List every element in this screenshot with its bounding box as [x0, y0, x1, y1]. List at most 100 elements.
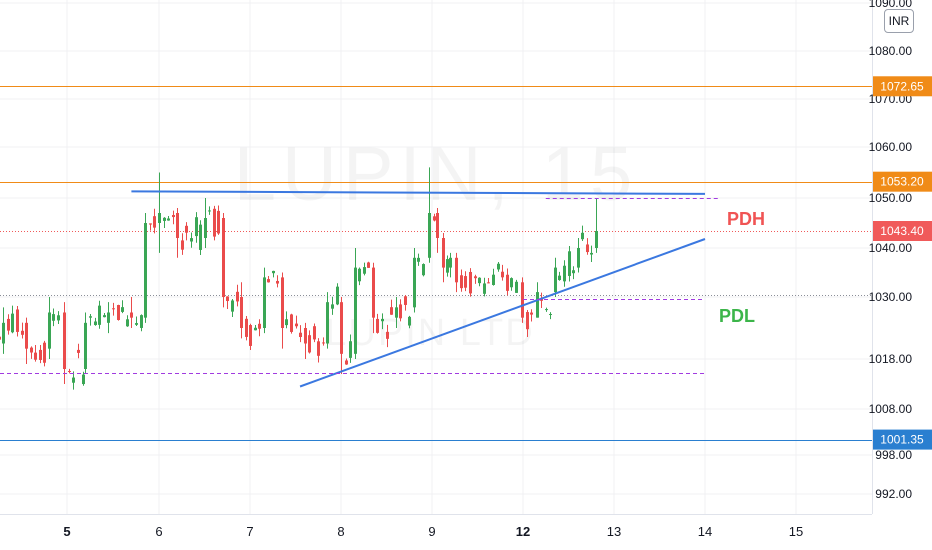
candle-up — [417, 257, 420, 262]
price-tag-label: 1043.40 — [880, 224, 924, 238]
candle-down — [308, 335, 311, 353]
candle-down — [501, 271, 504, 278]
candle-up — [449, 257, 452, 268]
time-tick-label: 9 — [428, 524, 435, 539]
candle-down — [436, 213, 439, 238]
candle-up — [89, 316, 92, 318]
candle-down — [322, 342, 325, 344]
candle-up — [190, 238, 193, 242]
candle-down — [433, 216, 436, 221]
price-tick-label: 992.00 — [875, 487, 912, 501]
time-tick-label: 7 — [246, 524, 253, 539]
price-tag-label: 1072.65 — [880, 79, 924, 93]
candle-up — [167, 218, 170, 221]
candle-up — [446, 259, 449, 273]
candle-down — [258, 323, 261, 329]
candle-up — [199, 224, 202, 250]
candle-down — [25, 322, 28, 349]
candle-up — [140, 315, 143, 328]
price-tag — [873, 429, 932, 450]
candle-up — [492, 274, 495, 285]
candle-down — [304, 328, 307, 344]
candle-down — [464, 276, 467, 288]
candle-up — [72, 377, 75, 383]
candle-down — [0, 336, 1, 340]
time-tick-label: 6 — [155, 524, 162, 539]
candle-down — [399, 304, 402, 319]
candle-down — [236, 291, 239, 302]
candle-down — [521, 282, 524, 318]
resistance-trendline[interactable] — [131, 190, 706, 195]
candle-up — [331, 304, 334, 309]
time-tick-label: 5 — [63, 524, 70, 539]
candle-down — [474, 276, 477, 279]
candle-up — [395, 307, 398, 318]
candle-up — [158, 213, 161, 223]
candle-up — [422, 264, 425, 276]
candle-down — [345, 360, 348, 365]
candle-down — [487, 282, 490, 284]
price-tag — [873, 76, 932, 97]
candle-up — [349, 341, 352, 358]
candle-up — [195, 217, 198, 237]
candle-down — [181, 240, 184, 250]
candle-up — [326, 302, 329, 344]
candle-down — [404, 296, 407, 305]
currency-button[interactable]: INR — [884, 9, 914, 33]
candle-up — [94, 321, 97, 326]
candle-down — [77, 349, 80, 353]
candle-down — [217, 210, 220, 234]
time-tick-label: 12 — [516, 524, 530, 539]
price-tick-label: 1030.00 — [869, 290, 913, 304]
candle-up — [595, 231, 598, 248]
candle-up — [121, 307, 124, 312]
candle-up — [510, 278, 513, 288]
time-tick-label: 14 — [698, 524, 712, 539]
candle-down — [372, 267, 375, 318]
support-trendline[interactable] — [299, 238, 706, 388]
candle-down — [390, 307, 393, 315]
time-tick-label: 15 — [789, 524, 803, 539]
candle-down — [240, 297, 243, 328]
price-tag — [873, 221, 932, 241]
candle-up — [11, 313, 14, 333]
candle-up — [413, 257, 416, 308]
candle-down — [30, 347, 33, 353]
candle-down — [530, 312, 533, 315]
drawings[interactable] — [0, 190, 719, 388]
candle-down — [34, 352, 37, 360]
candle-down — [149, 223, 152, 225]
candle-up — [577, 248, 580, 268]
candle-down — [176, 213, 179, 238]
candle-up — [483, 283, 486, 294]
candle-down — [340, 302, 343, 354]
price-tick-label: 1008.00 — [869, 402, 913, 416]
candle-down — [317, 341, 320, 356]
candles — [0, 167, 598, 390]
candle-down — [295, 323, 298, 327]
candle-up — [2, 322, 5, 344]
price-tick-label: 1040.00 — [869, 241, 913, 255]
candle-up — [363, 267, 366, 274]
candle-down — [43, 342, 46, 363]
candle-down — [267, 279, 270, 283]
price-axis[interactable]: 1090.001080.001070.001060.001050.001040.… — [869, 0, 913, 501]
candle-down — [460, 275, 463, 289]
candle-up — [428, 213, 431, 258]
candle-up — [581, 232, 584, 240]
time-tick-label: 8 — [337, 524, 344, 539]
candle-down — [249, 325, 252, 346]
time-axis[interactable]: 5 6 7 8 9 12 13 14 15 — [63, 524, 803, 539]
candle-down — [281, 277, 284, 328]
candle-up — [263, 277, 266, 328]
candle-down — [172, 214, 175, 218]
price-tick-label: 1080.00 — [869, 44, 913, 58]
price-tick-label: 1060.00 — [869, 140, 913, 154]
plot-area[interactable] — [0, 0, 872, 514]
candle-down — [313, 326, 316, 340]
candle-up — [478, 277, 481, 284]
watermark-symbol: LUPIN, 15 — [234, 132, 639, 217]
candle-up — [82, 374, 85, 385]
